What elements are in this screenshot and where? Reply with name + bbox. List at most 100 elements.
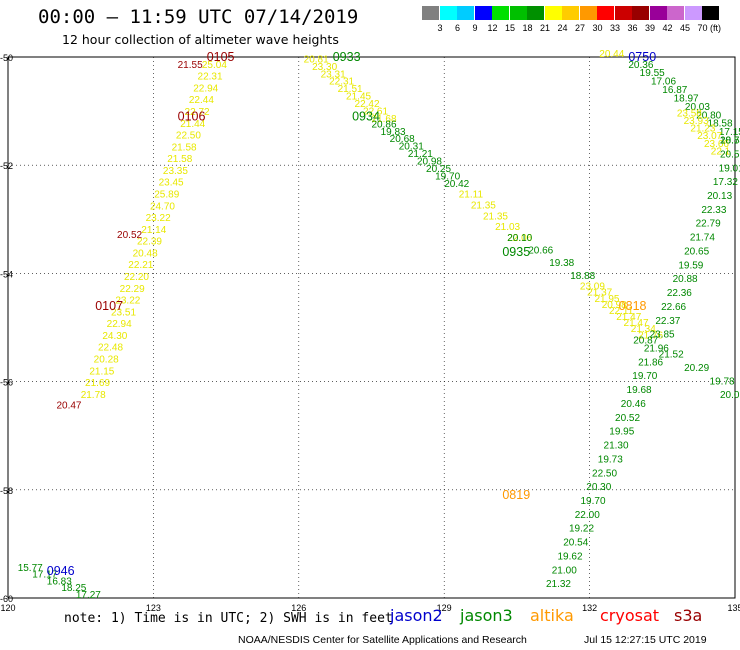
lon-tick-label: 120 [0,603,15,613]
scale-label: 39 [644,23,655,33]
wave-height-value: 22.66 [661,302,686,313]
wave-height-value: 19.70 [632,371,657,382]
wave-height-value: 17.15 [719,127,740,138]
wave-height-value: 18.7 [720,136,740,147]
scale-swatch [684,6,702,20]
pass-time-label: 0750 [628,50,656,64]
wave-height-value: 23.22 [115,296,140,307]
wave-height-value: 20.87 [633,336,658,347]
wave-height-value: 20.98 [417,157,442,168]
wave-height-value: 23.31 [321,69,346,80]
wave-height-value: 20.10 [507,233,532,244]
wave-height-value: 22.37 [655,316,680,327]
wave-height-value: 22.94 [193,83,218,94]
pass-time-label: 0934 [352,110,380,124]
scale-label: 24 [557,23,568,33]
wave-height-value: 24.70 [150,201,175,212]
wave-height-value: 21.35 [471,200,496,211]
wave-height-value: 20.46 [621,399,646,410]
scale-label: 12 [487,23,498,33]
scale-swatch [422,6,439,20]
wave-height-value: 22.79 [696,219,721,230]
wave-height-value: 19.22 [569,524,594,535]
wave-height-value: 20.42 [444,179,469,190]
scale-swatch [544,6,562,20]
map-note: note: 1) Time is in UTC; 2) SWH is in fe… [64,611,393,626]
wave-height-value: 22.72 [185,107,210,118]
wave-height-value: 22.00 [575,510,600,521]
wave-height-value: 15.77 [18,563,43,574]
map-title: 00:00 – 11:59 UTC 07/14/2019 [38,6,359,28]
map-frame [7,56,736,599]
wave-height-value: 19.59 [678,260,703,271]
wave-height-value: 22.42 [355,99,380,110]
wave-height-value: 21.47 [624,318,649,329]
scale-swatch [667,6,684,20]
wave-height-value: 20.03 [685,102,710,113]
scale-label: 30 [592,23,603,33]
scale-label: 70 (ft) [697,23,722,33]
scale-label: 15 [504,23,515,33]
wave-height-value: 20.54 [563,538,588,549]
pass-time-label: 0946 [47,564,75,578]
wave-height-value: 23.07 [697,131,722,142]
wave-height-value: 19.83 [381,127,406,138]
footer-timestamp: Jul 15 12:27:15 UTC 2019 [584,634,707,646]
lat-tick-label: -58 [0,486,13,496]
wave-height-value: 22.20 [124,272,149,283]
wave-height-value: 21.44 [180,119,205,130]
wave-height-value: 22.31 [198,72,223,83]
pass-time-label: 0819 [502,488,530,502]
wave-height-value: 22.1 [711,146,731,157]
wave-height-value: 21.30 [604,441,629,452]
wave-height-value: 19.62 [557,551,582,562]
scale-swatch [632,6,649,20]
lon-tick-label: 132 [582,603,597,613]
wave-height-value: 20.98 [602,300,627,311]
wave-height-value: 19.70 [581,496,606,507]
wave-height-value: 20.80 [696,110,721,121]
wave-height-value: 21.58 [167,154,192,165]
scale-swatch [474,6,492,20]
scale-swatch [579,6,597,20]
wave-height-value: 25.04 [202,60,227,71]
wave-height-value: 20.13 [707,191,732,202]
scale-swatch [509,6,527,20]
wave-height-value: 21.32 [546,579,571,590]
wave-height-value: 19.70 [435,171,460,182]
scale-label: 21 [539,23,550,33]
wave-height-value: 20.54 [720,136,740,147]
wave-height-value: 21.52 [659,349,684,360]
lat-tick-label: -52 [0,161,13,171]
lon-tick-label: 126 [291,603,306,613]
pass-time-label: 0818 [619,299,647,313]
pass-time-label: 0107 [95,299,123,313]
pass-time-label: 0935 [502,245,530,259]
scale-label: 27 [574,23,585,33]
wave-height-value: 21.51 [338,84,363,95]
lon-tick-label: 123 [146,603,161,613]
wave-height-value: 19.78 [710,376,735,387]
wave-height-value: 23.30 [312,62,337,73]
scale-label: 18 [522,23,533,33]
wave-height-value: 21.35 [483,211,508,222]
legend-jason2: jason2 [390,606,443,625]
wave-height-value: 22.50 [176,131,201,142]
wave-height-value: 22.61 [363,106,388,117]
wave-height-value: 21.74 [690,233,715,244]
wave-height-value: 21.78 [81,390,106,401]
lat-tick-label: -50 [0,53,13,63]
wave-height-value: 20.28 [94,354,119,365]
wave-height-value: 22.11 [609,306,634,317]
legend-jason3: jason3 [460,606,513,625]
wave-height-value: 21.45 [346,92,371,103]
wave-height-value: 21.23 [690,124,715,135]
wave-height-value: 19.55 [640,68,665,79]
wave-height-value: 23.22 [146,213,171,224]
wave-height-value: 21.00 [552,565,577,576]
wave-height-value: 20.52 [615,413,640,424]
wave-height-value: 17.27 [76,590,101,601]
pass-time-label: 0933 [333,50,361,64]
wave-height-values: 21.7821.6921.1520.2822.4824.3022.9423.51… [18,49,740,601]
